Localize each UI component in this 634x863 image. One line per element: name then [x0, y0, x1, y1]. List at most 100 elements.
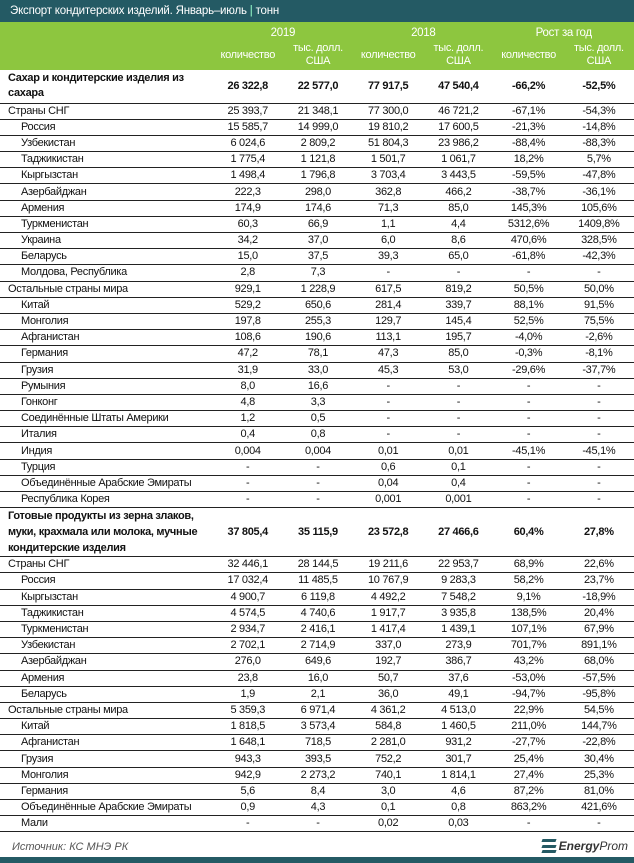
cell-value: 145,3% — [493, 200, 564, 217]
cell-value: 27 466,6 — [423, 507, 494, 558]
cell-value: 4 574,5 — [212, 605, 283, 622]
cell-value: 47,3 — [353, 345, 424, 363]
cell-value: 22,6% — [563, 556, 634, 574]
cell-value: -42,3% — [563, 248, 634, 266]
row-label: Страны СНГ — [0, 556, 213, 574]
cell-value: 28 144,5 — [282, 556, 354, 574]
cell-value: 1 501,7 — [353, 151, 424, 169]
country-row: Грузия 943,3 393,5 752,2 301,7 25,4% 30,4% — [0, 750, 634, 768]
row-label: Монголия — [0, 767, 213, 784]
cell-value: 19 211,6 — [353, 556, 424, 574]
country-row: Китай 529,2 650,6 281,4 339,7 88,1% 91,5% — [0, 297, 634, 314]
row-label: Объединённые Арабские Эмираты — [0, 475, 213, 493]
cell-value: - — [493, 426, 564, 444]
cell-value: 1 417,4 — [353, 621, 424, 639]
cell-value: -66,2% — [493, 70, 564, 104]
cell-value: 339,7 — [423, 297, 494, 314]
cell-value: -67,1% — [493, 103, 564, 120]
cell-value: 3 703,4 — [353, 167, 424, 185]
cell-value: 6,0 — [353, 232, 424, 250]
cell-value: 649,6 — [282, 653, 354, 671]
cell-value: 5,6 — [212, 783, 283, 801]
cell-value: -36,1% — [563, 183, 634, 201]
cell-value: 11 485,5 — [282, 572, 354, 590]
cell-value: 27,8% — [563, 507, 634, 558]
cell-value: 393,5 — [282, 750, 354, 768]
cell-value: 25 393,7 — [212, 103, 283, 120]
row-label: Азербайджан — [0, 653, 213, 671]
cell-value: 190,6 — [282, 329, 354, 347]
cell-value: 18,2% — [493, 151, 564, 169]
cell-value: 87,2% — [493, 783, 564, 801]
cell-value: 66,9 — [282, 216, 354, 234]
cell-value: 617,5 — [353, 281, 424, 298]
subheader: количество — [220, 48, 276, 61]
cell-value: 5312,6% — [493, 216, 564, 234]
cell-value: 105,6% — [563, 200, 634, 217]
cell-value: 2 714,9 — [282, 637, 354, 655]
cell-value: 2,1 — [282, 686, 354, 703]
row-label: Монголия — [0, 313, 213, 331]
cell-value: 17 600,5 — [423, 119, 494, 136]
cell-value: 0,6 — [353, 459, 424, 476]
row-label: Грузия — [0, 750, 213, 768]
country-row: Китай 1 818,5 3 573,4 584,8 1 460,5 211,0% 144… — [0, 718, 634, 736]
cell-value: 77 917,5 — [353, 70, 424, 104]
cell-value: 1 121,8 — [282, 151, 354, 169]
cell-value: -95,8% — [563, 686, 634, 703]
cell-value: 328,5% — [563, 232, 634, 250]
cell-value: 68,9% — [493, 556, 564, 574]
cell-value: -57,5% — [563, 670, 634, 687]
cell-value: 943,3 — [212, 750, 283, 768]
country-row: Республика Корея - -0,001 0,001- - — [0, 491, 634, 509]
cell-value: 0,001 — [353, 491, 424, 509]
row-label: Кыргызстан — [0, 589, 213, 606]
cell-value: 255,3 — [282, 313, 354, 331]
cell-value: 77 300,0 — [353, 103, 424, 120]
cell-value: 23 572,8 — [353, 507, 424, 558]
cell-value: 33,0 — [282, 362, 354, 379]
cell-value: 50,5% — [493, 281, 564, 298]
cell-value: 362,8 — [353, 183, 424, 201]
country-row: Армения 174,9 174,6 71,3 85,0 145,3% 105,6% — [0, 200, 634, 217]
cell-value: 701,7% — [493, 637, 564, 655]
cell-value: 27,4% — [493, 767, 564, 784]
cell-value: 529,2 — [212, 297, 283, 314]
cell-value: 192,7 — [353, 653, 424, 671]
cell-value: - — [493, 491, 564, 509]
category-row: Готовые продукты из зерна злаков, муки, … — [0, 507, 634, 558]
country-row: Объединённые Арабские Эмираты - -0,04 0,4- - — [0, 475, 634, 493]
cell-value: - — [423, 426, 494, 444]
header-growth: Рост за год — [535, 26, 592, 39]
cell-value: - — [563, 394, 634, 412]
cell-value: 0,9 — [212, 799, 283, 817]
row-label: Объединённые Арабские Эмираты — [0, 799, 213, 817]
cell-value: 23,7% — [563, 572, 634, 590]
row-label: Молдова, Республика — [0, 264, 213, 282]
cell-value: 4,4 — [423, 216, 494, 234]
header-year-2018: 2018 — [411, 26, 436, 39]
cell-value: 46 721,2 — [423, 103, 494, 120]
region-group-row: Остальные страны мира 929,1 1 228,9 617,5 81… — [0, 281, 634, 298]
cell-value: 863,2% — [493, 799, 564, 817]
country-row: Россия 17 032,4 11 485,5 10 767,9 9 283,3 58,… — [0, 572, 634, 590]
cell-value: 30,4% — [563, 750, 634, 768]
cell-value: 819,2 — [423, 281, 494, 298]
export-table: 2019 2018 Рост за год количество тыс. до… — [0, 22, 634, 833]
cell-value: -52,5% — [563, 70, 634, 104]
footer: Источник: КС МНЭ РК Energy Prom — [0, 838, 634, 857]
cell-value: 5,7% — [563, 151, 634, 169]
cell-value: 2 273,2 — [282, 767, 354, 784]
country-row: Объединённые Арабские Эмираты 0,9 4,3 0,1 0,… — [0, 799, 634, 817]
cell-value: 10 767,9 — [353, 572, 424, 590]
cell-value: - — [212, 475, 283, 493]
cell-value: -45,1% — [493, 442, 564, 460]
cell-value: 2 934,7 — [212, 621, 283, 639]
country-row: Армения 23,8 16,0 50,7 37,6 -53,0% -57,5% — [0, 670, 634, 687]
cell-value: 4 740,6 — [282, 605, 354, 622]
cell-value: 91,5% — [563, 297, 634, 314]
country-row: Афганистан 108,6 190,6 113,1 195,7 -4,0% -2,6% — [0, 329, 634, 347]
row-label: Украина — [0, 232, 213, 250]
region-group-row: Страны СНГ 32 446,1 28 144,5 19 211,6 22 953… — [0, 556, 634, 574]
cell-value: - — [563, 410, 634, 428]
